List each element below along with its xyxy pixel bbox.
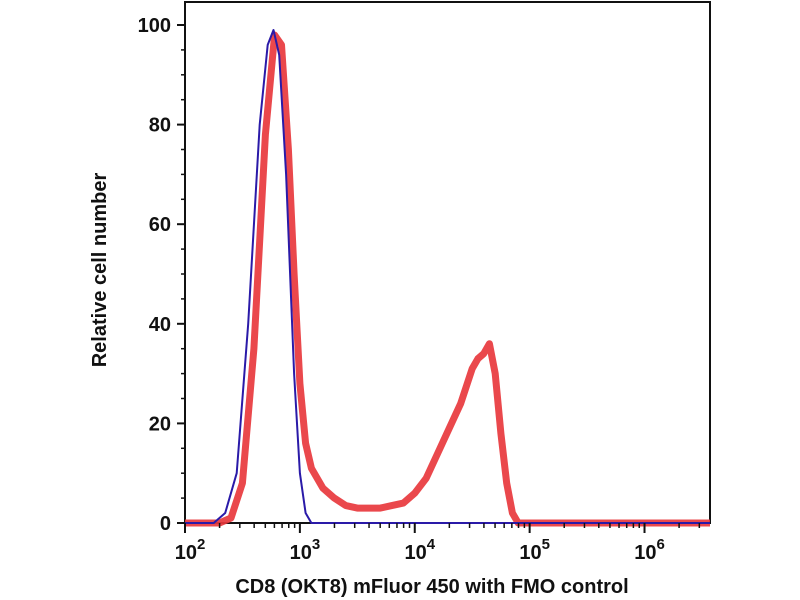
y-tick-label: 80 bbox=[149, 115, 171, 137]
series-line-fmo-control bbox=[185, 29, 710, 524]
y-tick-label: 40 bbox=[149, 314, 171, 336]
y-tick-label: 20 bbox=[149, 413, 171, 435]
series-line-cd8 bbox=[185, 31, 710, 527]
x-tick-label: 106 bbox=[634, 536, 665, 564]
plot-area: 0 20 40 60 80 100 102 103 104 105 106 bbox=[138, 1, 711, 564]
x-tick-label: 103 bbox=[290, 536, 321, 564]
y-tick-label: 60 bbox=[149, 214, 171, 236]
y-tick-label: 100 bbox=[138, 15, 171, 37]
x-axis-title: CD8 (OKT8) mFluor 450 with FMO control bbox=[235, 576, 628, 598]
x-tick-label: 105 bbox=[519, 536, 550, 564]
y-tick-label: 0 bbox=[160, 513, 171, 535]
y-axis-title: Relative cell number bbox=[89, 173, 111, 368]
x-tick-label: 102 bbox=[175, 536, 206, 564]
x-tick-label: 104 bbox=[404, 536, 435, 564]
